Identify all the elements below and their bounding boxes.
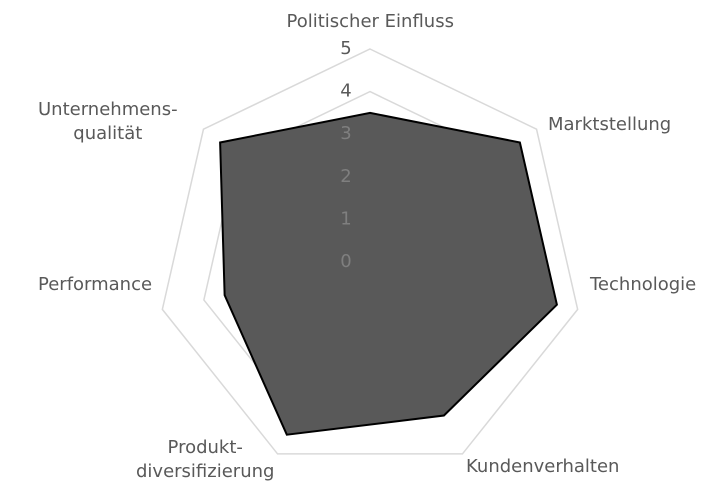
category-label: Produkt- diversifizierung	[136, 437, 275, 482]
grid-ring	[161, 48, 579, 455]
category-label: Politischer Einfluss	[286, 11, 454, 32]
r-tick-label: 2	[340, 166, 351, 187]
radar-area	[219, 111, 558, 436]
r-tick-label: 1	[340, 208, 351, 229]
r-tick-label: 0	[340, 251, 351, 272]
r-tick-label: 5	[340, 38, 351, 59]
r-tick-label: 3	[340, 123, 351, 144]
category-label: Performance	[38, 274, 153, 295]
category-label: Kundenverhalten	[466, 456, 620, 477]
category-label: Technologie	[590, 274, 697, 295]
r-tick-label: 4	[340, 81, 351, 102]
category-label: Marktstellung	[548, 114, 672, 135]
category-label: Unternehmens- qualität	[38, 99, 178, 144]
